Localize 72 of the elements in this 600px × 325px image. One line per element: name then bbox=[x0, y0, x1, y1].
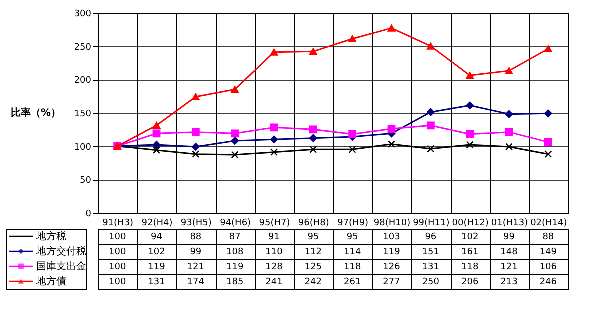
legend-label: 国庫支出金 bbox=[36, 260, 86, 272]
data-label: 91 bbox=[268, 232, 280, 242]
x-tick-label: 95(H7) bbox=[259, 218, 290, 228]
data-label: 87 bbox=[229, 232, 241, 242]
legend-label: 地方債 bbox=[35, 276, 66, 288]
data-label: 148 bbox=[500, 248, 518, 258]
data-label: 88 bbox=[190, 232, 202, 242]
data-label: 112 bbox=[304, 248, 322, 258]
x-tick-label: 94(H6) bbox=[220, 218, 252, 228]
data-label: 242 bbox=[304, 278, 322, 288]
data-label: 96 bbox=[425, 232, 437, 242]
x-tick-label: 99(H11) bbox=[413, 218, 450, 228]
data-label: 151 bbox=[422, 248, 440, 258]
data-label: 100 bbox=[108, 232, 126, 242]
y-tick-label: 200 bbox=[74, 76, 92, 86]
data-label: 100 bbox=[108, 262, 126, 272]
x-tick-label: 00(H12) bbox=[452, 218, 489, 228]
legend-label: 地方税 bbox=[35, 230, 66, 242]
data-label: 99 bbox=[190, 248, 202, 258]
data-label: 131 bbox=[422, 262, 440, 272]
data-label: 114 bbox=[344, 248, 362, 258]
x-tick-label: 01(H13) bbox=[491, 218, 528, 228]
y-tick-label: 150 bbox=[74, 110, 92, 120]
data-label: 100 bbox=[108, 248, 126, 258]
data-label: 250 bbox=[422, 278, 440, 288]
data-label: 206 bbox=[461, 278, 479, 288]
data-label: 110 bbox=[266, 248, 284, 258]
data-label: 125 bbox=[304, 262, 322, 272]
data-label: 102 bbox=[148, 248, 166, 258]
data-label: 119 bbox=[148, 262, 166, 272]
data-label: 126 bbox=[383, 262, 401, 272]
y-tick-label: 0 bbox=[86, 210, 92, 220]
data-label: 88 bbox=[542, 232, 554, 242]
y-tick-label: 100 bbox=[74, 142, 92, 153]
data-label: 95 bbox=[308, 232, 320, 242]
data-label: 119 bbox=[383, 248, 401, 258]
data-label: 213 bbox=[500, 278, 518, 288]
data-label: 118 bbox=[344, 262, 362, 272]
data-label: 94 bbox=[151, 232, 163, 242]
x-tick-label: 96(H8) bbox=[298, 218, 330, 228]
data-label: 106 bbox=[540, 262, 558, 272]
x-tick-label: 93(H5) bbox=[180, 218, 212, 228]
data-label: 121 bbox=[187, 262, 205, 272]
legend-label: 地方交付税 bbox=[35, 246, 86, 258]
data-label: 121 bbox=[500, 262, 518, 272]
data-label: 103 bbox=[383, 232, 400, 242]
data-label: 128 bbox=[266, 262, 284, 272]
data-label: 161 bbox=[461, 248, 479, 258]
y-tick-label: 50 bbox=[80, 176, 92, 186]
data-label: 246 bbox=[540, 278, 558, 288]
data-label: 277 bbox=[383, 278, 400, 288]
data-label: 261 bbox=[344, 278, 362, 288]
x-tick-label: 91(H3) bbox=[102, 218, 134, 228]
data-label: 95 bbox=[346, 232, 358, 242]
data-label: 119 bbox=[226, 262, 244, 272]
x-tick-label: 97(H9) bbox=[338, 218, 369, 228]
x-tick-label: 98(H10) bbox=[374, 218, 411, 228]
data-label: 100 bbox=[108, 278, 126, 288]
data-label: 185 bbox=[226, 278, 244, 288]
x-tick-label: 02(H14) bbox=[530, 218, 568, 228]
data-label: 174 bbox=[187, 278, 205, 288]
data-label: 99 bbox=[504, 232, 516, 242]
y-tick-label: 250 bbox=[74, 42, 92, 53]
data-label: 118 bbox=[461, 262, 479, 272]
data-label: 108 bbox=[226, 248, 244, 258]
y-tick-label: 300 bbox=[74, 10, 92, 20]
data-label: 149 bbox=[540, 248, 558, 258]
data-label: 131 bbox=[148, 278, 166, 288]
data-label: 241 bbox=[266, 278, 283, 288]
data-label: 102 bbox=[461, 232, 479, 242]
y-axis-title: 比率（%） bbox=[10, 107, 62, 119]
x-tick-label: 92(H4) bbox=[142, 218, 173, 228]
